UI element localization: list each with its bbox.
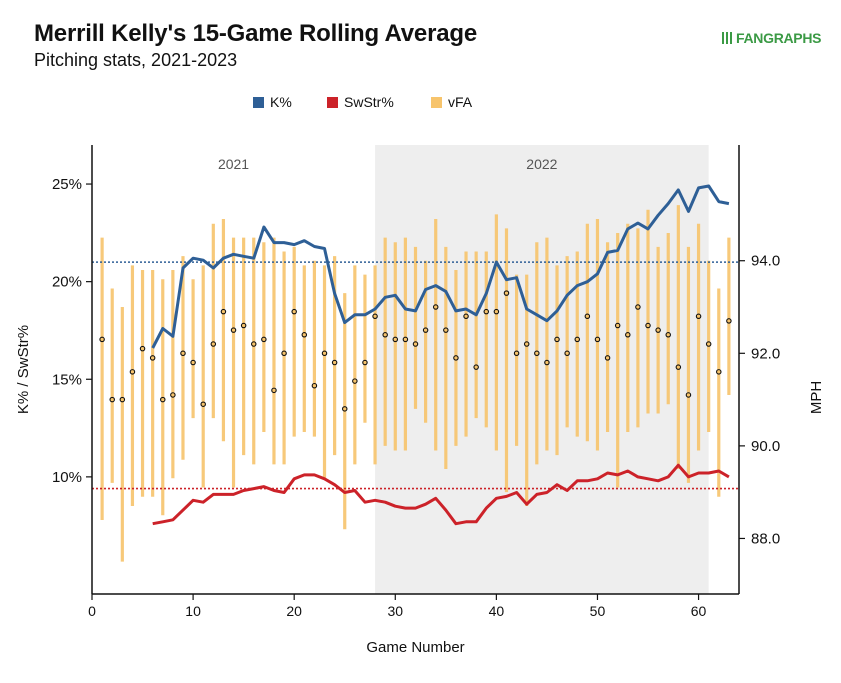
chart-subtitle: Pitching stats, 2021-2023: [34, 50, 238, 70]
fangraphs-logo[interactable]: FANGRAPHS: [722, 30, 822, 46]
y-right-tick-label: 94.0: [751, 253, 780, 270]
vfa-point: [675, 364, 682, 370]
vfa-point: [716, 369, 722, 375]
vfa-point: [432, 304, 439, 310]
vfa-point: [119, 396, 126, 403]
legend-label: K%: [270, 94, 292, 110]
y-left-tick-label: 25%: [52, 176, 82, 193]
vfa-point: [341, 406, 348, 412]
vfa-point: [220, 308, 227, 315]
season-label: 2021: [218, 156, 249, 172]
fangraphs-logo-text: FANGRAPHS: [736, 30, 822, 46]
x-tick-label: 0: [88, 603, 96, 619]
vfa-point: [281, 350, 287, 357]
legend-label: SwStr%: [344, 94, 394, 110]
vfa-point: [422, 327, 429, 333]
vfa-point: [705, 341, 712, 347]
vfa-point: [635, 304, 641, 310]
vfa-point: [604, 355, 611, 361]
legend-swatch: [253, 97, 264, 108]
vfa-point: [584, 313, 591, 320]
chart-title: Merrill Kelly's 15-Game Rolling Average: [34, 20, 477, 47]
vfa-point: [473, 364, 479, 370]
vfa-point: [665, 332, 671, 338]
vfa-point: [443, 327, 449, 333]
vfa-point: [261, 336, 267, 343]
y-right-tick-label: 88.0: [751, 530, 780, 547]
vfa-point: [382, 332, 388, 338]
y-left-tick-label: 10%: [52, 469, 82, 486]
vfa-point: [614, 322, 621, 329]
y-right-axis-label: MPH: [808, 381, 825, 414]
vfa-point: [311, 382, 318, 389]
x-tick-label: 40: [489, 603, 505, 619]
vfa-point: [554, 336, 560, 343]
vfa-point: [240, 322, 247, 329]
vfa-point: [655, 327, 661, 333]
vfa-point: [726, 318, 732, 324]
vfa-point: [453, 355, 459, 361]
vfa-point: [99, 336, 105, 343]
vfa-point: [301, 332, 308, 338]
x-tick-label: 10: [185, 603, 201, 619]
vfa-point: [149, 355, 156, 361]
fangraphs-bars-icon: [722, 32, 734, 44]
swstr-pct-line: [152, 463, 730, 526]
vfa-point: [200, 401, 206, 407]
legend-label: vFA: [448, 94, 473, 110]
legend-swatch: [431, 97, 442, 108]
vfa-point: [463, 313, 469, 320]
vfa-point: [331, 359, 338, 366]
vfa-point: [109, 396, 115, 403]
vfa-point: [483, 308, 490, 315]
vfa-point: [392, 336, 399, 343]
x-axis-label: Game Number: [366, 639, 464, 656]
x-tick-label: 20: [286, 603, 302, 619]
vfa-point: [513, 350, 520, 357]
season-label: 2022: [526, 156, 557, 172]
vfa-point: [685, 392, 692, 398]
vfa-point: [594, 336, 601, 343]
vfa-point: [493, 308, 500, 315]
vfa-point: [210, 341, 217, 347]
vfa-point: [362, 359, 368, 366]
vfa-point: [180, 350, 186, 357]
vfa-point: [160, 396, 166, 403]
vfa-point: [372, 313, 378, 320]
y-left-axis-label: K% / SwStr%: [15, 325, 32, 414]
vfa-point: [251, 341, 257, 347]
vfa-point: [402, 336, 409, 343]
vfa-point: [291, 308, 297, 315]
vfa-point: [352, 378, 358, 384]
vfa-point: [321, 350, 328, 357]
vfa-point: [412, 341, 419, 347]
y-left-tick-label: 20%: [52, 274, 82, 291]
vfa-point: [190, 359, 196, 366]
vfa-point: [544, 359, 550, 366]
x-tick-label: 60: [691, 603, 707, 619]
vfa-point: [645, 322, 651, 329]
vfa-point: [129, 369, 136, 375]
vfa-point: [695, 313, 702, 320]
vfa-point: [170, 392, 176, 398]
vfa-point: [139, 345, 146, 352]
y-right-tick-label: 92.0: [751, 345, 780, 362]
vfa-point: [230, 327, 237, 333]
k-pct-line: [151, 184, 730, 349]
vfa-point: [625, 332, 631, 338]
legend-swatch: [327, 97, 338, 108]
x-tick-label: 50: [590, 603, 606, 619]
vfa-point: [271, 387, 277, 394]
y-right-tick-label: 90.0: [751, 438, 780, 455]
vfa-point: [564, 350, 570, 357]
vfa-point: [534, 350, 540, 357]
vfa-point: [503, 290, 510, 296]
vfa-point: [523, 341, 530, 347]
vfa-point: [574, 336, 580, 343]
y-left-tick-label: 15%: [52, 371, 82, 388]
x-tick-label: 30: [387, 603, 403, 619]
